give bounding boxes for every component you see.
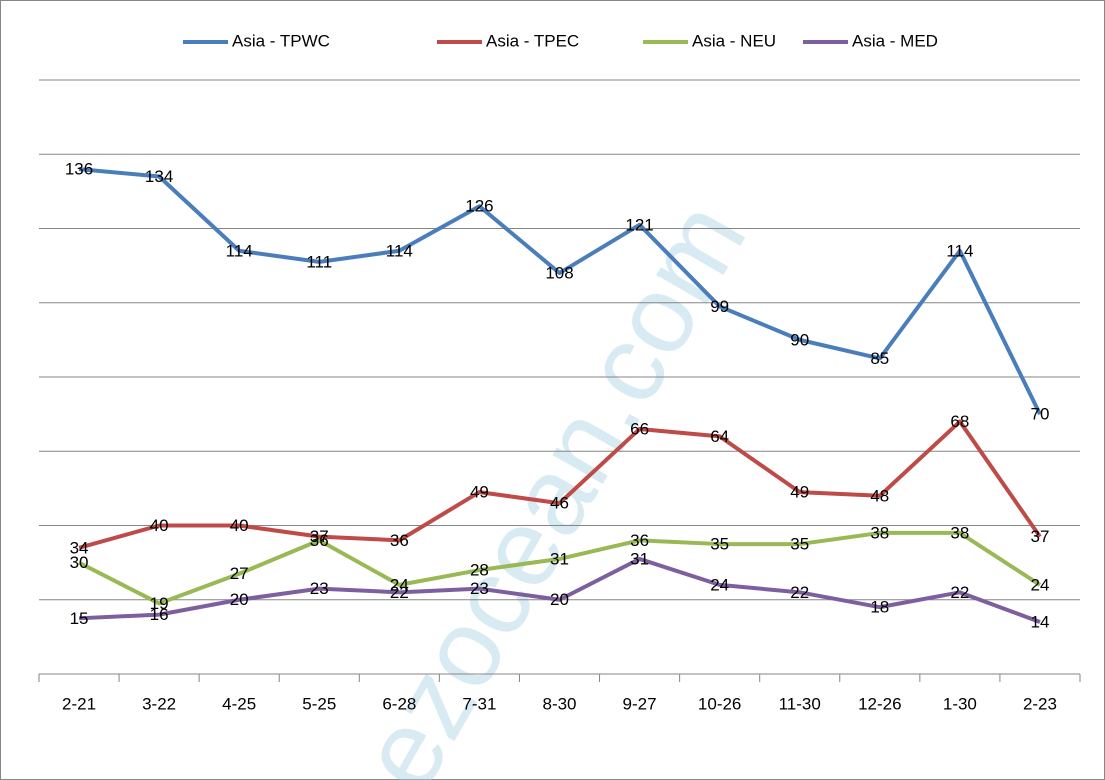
data-label: 15 (70, 609, 89, 628)
x-tick-label: 8-30 (542, 694, 576, 713)
data-label: 35 (790, 535, 809, 554)
data-label: 85 (870, 349, 889, 368)
series-line (78, 556, 1041, 624)
data-label: 40 (150, 516, 169, 535)
data-label: 90 (790, 330, 809, 349)
x-tick-label: 1-30 (943, 694, 977, 713)
x-tick-label: 7-31 (462, 694, 496, 713)
data-label: 18 (870, 598, 889, 617)
data-label: 22 (950, 583, 969, 602)
data-label: 111 (306, 252, 332, 271)
data-label: 114 (946, 241, 973, 260)
data-label: 48 (870, 486, 889, 505)
data-label: 46 (550, 494, 569, 513)
data-label: 35 (710, 535, 729, 554)
data-label: 31 (630, 549, 649, 568)
x-tick-label: 11-30 (779, 694, 821, 713)
data-label: 114 (386, 241, 413, 260)
data-label: 68 (950, 412, 969, 431)
series-line (78, 530, 1042, 606)
x-tick-label: 10-26 (698, 694, 741, 713)
x-tick-label: 6-28 (382, 694, 416, 713)
data-label: 40 (230, 516, 249, 535)
data-label: 70 (1031, 405, 1050, 424)
data-label: 27 (230, 564, 249, 583)
data-label: 24 (390, 575, 409, 594)
data-label: 20 (550, 590, 569, 609)
x-tick-label: 12-26 (858, 694, 901, 713)
data-label: 38 (950, 523, 969, 542)
data-label: 14 (1031, 613, 1050, 632)
data-label: 30 (70, 553, 89, 572)
legend-label: Asia - MED (852, 31, 938, 50)
data-label: 28 (470, 561, 489, 580)
data-label: 37 (1031, 527, 1050, 546)
data-label: 22 (790, 583, 809, 602)
data-label: 49 (790, 483, 809, 502)
x-tick-label: 2-23 (1023, 694, 1057, 713)
data-label: 99 (710, 297, 729, 316)
data-label: 36 (390, 531, 409, 550)
data-label: 121 (625, 215, 653, 234)
series-line (78, 167, 1042, 416)
data-label: 24 (710, 575, 729, 594)
data-label: 134 (145, 167, 173, 186)
data-label: 64 (710, 427, 729, 446)
data-label: 49 (470, 483, 489, 502)
data-label: 22 (390, 583, 409, 602)
series-line (78, 419, 1042, 550)
data-label: 16 (150, 605, 169, 624)
data-label: 38 (870, 523, 889, 542)
data-label: 31 (550, 549, 569, 568)
data-label: 36 (630, 531, 649, 550)
data-label: 36 (310, 531, 329, 550)
x-tick-label: 4-25 (222, 694, 256, 713)
data-label: 37 (310, 527, 329, 546)
x-tick-label: 2-21 (62, 694, 96, 713)
data-label: 114 (226, 241, 253, 260)
data-label: 126 (465, 197, 493, 216)
legend-label: Asia - TPEC (486, 31, 579, 50)
x-tick-label: 3-22 (142, 694, 176, 713)
data-label: 66 (630, 419, 649, 438)
legend-label: Asia - NEU (692, 31, 776, 50)
legend-label: Asia - TPWC (232, 31, 330, 50)
data-label: 108 (545, 264, 573, 283)
data-label: 34 (70, 538, 89, 557)
data-label: 20 (230, 590, 249, 609)
data-label: 23 (470, 579, 489, 598)
x-tick-label: 9-27 (623, 694, 657, 713)
data-label: 19 (150, 594, 169, 613)
x-tick-label: 5-25 (302, 694, 336, 713)
data-label: 24 (1031, 575, 1050, 594)
data-label: 136 (65, 160, 93, 179)
data-label: 23 (310, 579, 329, 598)
